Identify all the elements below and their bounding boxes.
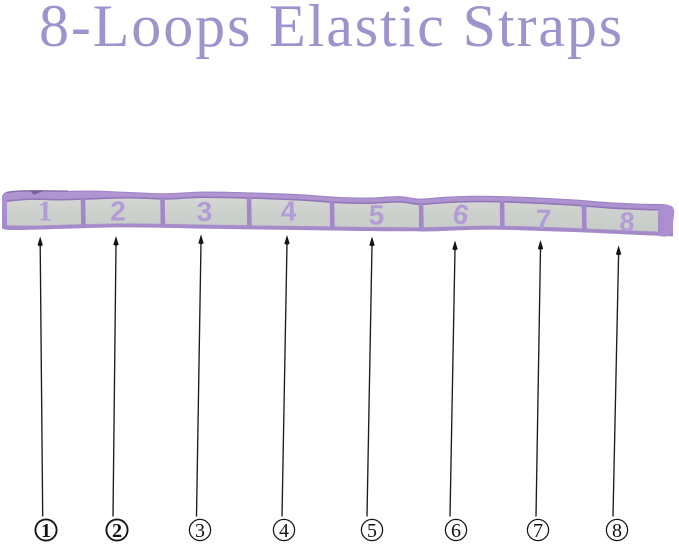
svg-text:6: 6 — [450, 198, 472, 232]
svg-text:7: 7 — [535, 204, 552, 236]
svg-text:1: 1 — [38, 196, 53, 228]
svg-text:8: 8 — [612, 520, 622, 542]
svg-text:5: 5 — [368, 199, 385, 231]
svg-text:4: 4 — [279, 520, 289, 542]
svg-text:8: 8 — [618, 207, 635, 238]
svg-text:2: 2 — [112, 520, 122, 542]
svg-text:2: 2 — [110, 196, 126, 227]
svg-text:5: 5 — [367, 520, 377, 542]
svg-text:6: 6 — [451, 520, 461, 542]
svg-text:7: 7 — [533, 520, 543, 542]
svg-text:3: 3 — [197, 196, 213, 227]
svg-text:4: 4 — [281, 196, 297, 227]
svg-text:3: 3 — [195, 520, 205, 542]
svg-text:1: 1 — [41, 520, 51, 542]
